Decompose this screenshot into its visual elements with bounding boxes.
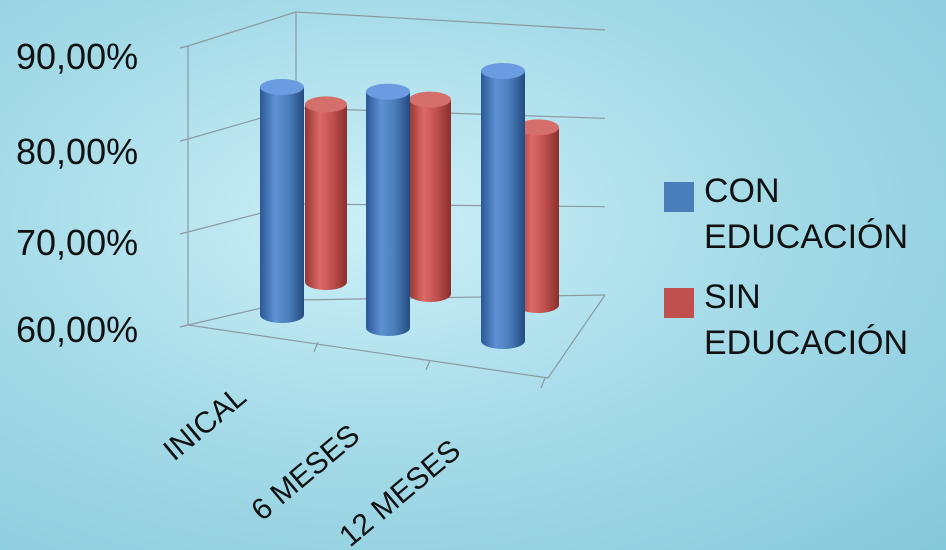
bar-sin-educacion-cap	[305, 96, 347, 113]
bar-con-educacion-body	[260, 87, 304, 323]
bar-sin-educacion-cap	[409, 91, 451, 108]
bars	[260, 63, 559, 349]
x-axis: INICAL 6 MESES 12 MESES	[157, 380, 467, 550]
y-tick-mark	[179, 45, 189, 49]
x-tick-mark	[540, 377, 546, 389]
bar-con-educacion	[260, 79, 304, 323]
x-tick-label: INICAL	[157, 380, 252, 467]
bar-sin-educacion-body	[305, 104, 347, 291]
y-tick-mark	[179, 138, 189, 142]
bar-sin-educacion	[409, 91, 451, 302]
bar-con-educacion	[366, 83, 410, 336]
y-tick-mark	[179, 324, 189, 328]
legend-item-con-educacion: CON EDUCACIÓN	[664, 168, 944, 260]
bar-con-educacion-body	[481, 71, 525, 349]
bar-sin-educacion	[517, 119, 559, 314]
gridline-side	[187, 11, 297, 47]
legend: CON EDUCACIÓN SIN EDUCACIÓN	[664, 168, 944, 380]
y-axis: 90,00% 80,00% 70,00% 60,00%	[16, 36, 138, 350]
bar-sin-educacion-body	[517, 127, 559, 314]
bar-con-educacion-cap	[481, 63, 525, 79]
bar-con-educacion-body	[366, 91, 410, 336]
bar-con-educacion-cap	[260, 79, 304, 95]
y-tick-label: 60,00%	[16, 309, 138, 350]
bar-sin-educacion	[305, 96, 347, 291]
gridline-back	[295, 11, 606, 31]
y-tick-label: 70,00%	[16, 222, 138, 263]
x-tick-label: 6 MESES	[245, 418, 366, 527]
y-tick-label: 90,00%	[16, 36, 138, 77]
x-tick-mark	[425, 359, 431, 371]
bar-sin-educacion-body	[409, 99, 451, 302]
y-tick-label: 80,00%	[16, 131, 138, 172]
y-tick-mark	[179, 231, 189, 235]
legend-label: CON EDUCACIÓN	[704, 172, 909, 256]
x-tick-mark	[313, 341, 319, 353]
bar-sin-educacion-cap	[517, 119, 559, 136]
legend-swatch-red	[664, 288, 694, 318]
bar-con-educacion-cap	[366, 83, 410, 100]
legend-swatch-blue	[664, 182, 694, 212]
bar-con-educacion	[481, 63, 525, 349]
floor-edge	[187, 294, 606, 379]
legend-item-sin-educacion: SIN EDUCACIÓN	[664, 274, 944, 366]
legend-label: SIN EDUCACIÓN	[704, 278, 909, 362]
